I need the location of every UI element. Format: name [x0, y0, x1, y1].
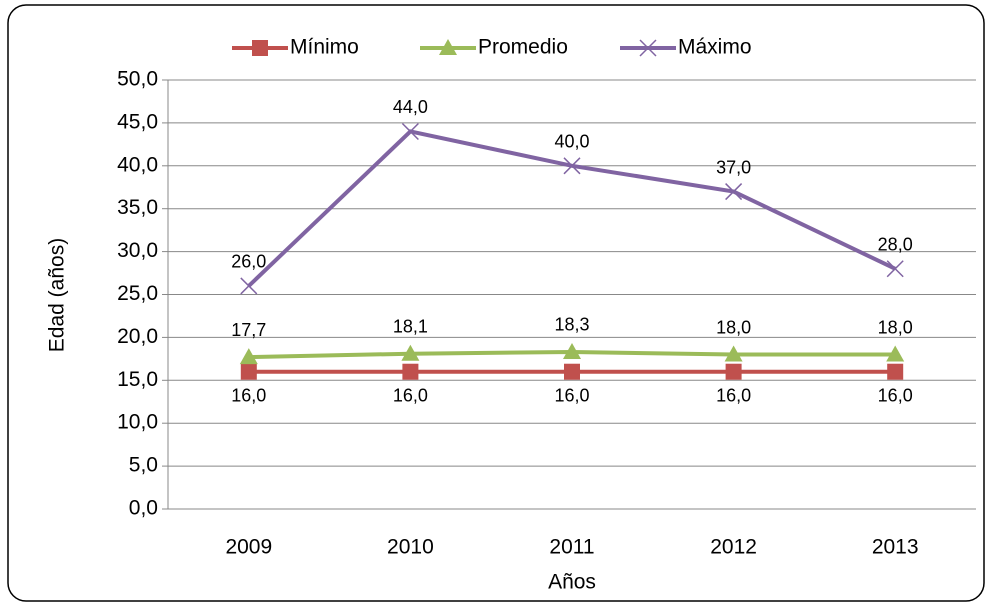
data-label: 16,0	[231, 385, 266, 405]
marker	[239, 348, 258, 365]
marker	[402, 363, 419, 380]
marker	[563, 157, 581, 175]
x-tick-label: 2009	[225, 536, 272, 559]
marker	[401, 122, 419, 141]
y-tick-label: 50,0	[117, 68, 158, 91]
data-label: 26,0	[231, 252, 266, 272]
marker	[886, 260, 904, 278]
y-tick-label: 0,0	[129, 497, 158, 520]
marker	[563, 342, 581, 359]
legend-marker	[639, 39, 657, 57]
y-tick-label: 35,0	[117, 196, 158, 219]
data-label: 17,7	[231, 320, 266, 340]
legend-label: Mínimo	[290, 36, 359, 59]
marker	[564, 363, 580, 380]
legend-marker	[252, 40, 268, 56]
marker	[886, 345, 905, 362]
y-tick-label: 40,0	[117, 153, 158, 176]
data-label: 18,1	[393, 316, 428, 336]
y-axis-label: Edad (años)	[46, 238, 69, 352]
y-tick-label: 5,0	[129, 454, 158, 477]
legend-label: Máximo	[678, 36, 752, 59]
y-tick-label: 15,0	[117, 368, 158, 391]
chart-border	[7, 4, 985, 602]
legend-marker	[439, 39, 457, 55]
y-tick-label: 10,0	[117, 411, 158, 434]
marker	[724, 345, 743, 362]
marker	[725, 183, 743, 201]
y-tick-label: 30,0	[117, 239, 158, 262]
y-tick-label: 20,0	[117, 325, 158, 348]
data-label: 16,0	[878, 385, 913, 405]
x-tick-label: 2013	[872, 536, 919, 559]
y-tick-label: 45,0	[117, 110, 158, 133]
marker	[240, 363, 257, 380]
data-label: 40,0	[554, 132, 589, 152]
data-label: 18,0	[716, 317, 751, 337]
x-tick-label: 2010	[387, 536, 434, 559]
x-tick-label: 2011	[549, 536, 594, 559]
legend-label: Promedio	[478, 36, 568, 59]
marker	[401, 344, 420, 361]
data-label: 16,0	[554, 385, 589, 405]
marker	[240, 277, 258, 295]
data-label: 18,0	[878, 317, 913, 337]
data-label: 16,0	[393, 385, 428, 405]
data-label: 16,0	[716, 385, 751, 405]
data-label: 28,0	[878, 235, 913, 255]
marker	[887, 363, 904, 380]
y-tick-label: 25,0	[117, 282, 158, 305]
marker	[725, 363, 742, 380]
data-label: 37,0	[716, 157, 751, 177]
data-label: 18,3	[554, 315, 589, 335]
x-tick-label: 2012	[710, 536, 757, 559]
x-axis-label: Años	[548, 571, 596, 594]
data-label: 44,0	[393, 97, 428, 117]
